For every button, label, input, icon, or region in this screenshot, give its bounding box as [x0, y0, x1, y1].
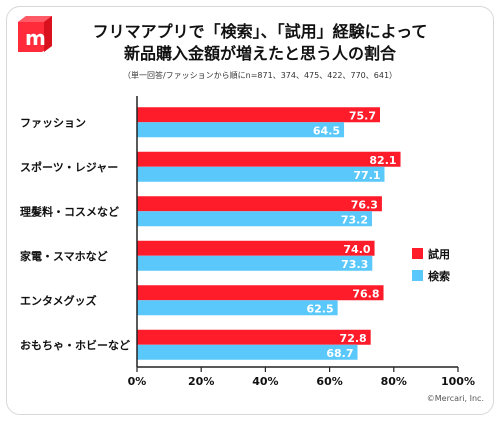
- data-label: 77.1: [353, 169, 380, 182]
- legend-label: 検索: [428, 269, 450, 283]
- bar-search: [137, 300, 338, 316]
- x-tick-label: 100%: [441, 375, 475, 388]
- chart-title-line-1: フリマアプリで「検索」、「試用」経験によって: [92, 22, 428, 41]
- bar-search: [137, 166, 385, 182]
- category-label: 家電・スマホなど: [20, 249, 108, 263]
- mercari-box-logo-icon: m: [18, 16, 52, 52]
- data-label: 68.7: [326, 347, 353, 360]
- category-label: 理髪料・コスメなど: [20, 204, 119, 218]
- bar-search: [137, 255, 373, 271]
- x-tick-label: 60%: [316, 375, 342, 388]
- bar-trial: [137, 151, 401, 167]
- x-tick-label: 40%: [252, 375, 278, 388]
- data-label: 76.3: [351, 198, 378, 211]
- chart-title-line-2: 新品購入金額が増えたと思う人の割合: [123, 44, 396, 63]
- bar-trial: [137, 285, 384, 301]
- data-label: 73.3: [341, 258, 368, 271]
- chart-subtitle: （単一回答/ファッションから順にn=871、374、475、422、770、64…: [122, 71, 398, 80]
- legend-swatch-search: [412, 270, 423, 281]
- bar-trial: [137, 240, 375, 256]
- category-label: エンタメグッズ: [20, 293, 97, 307]
- data-label: 76.8: [352, 287, 379, 300]
- copyright-credit: ©Mercari, Inc.: [426, 394, 484, 403]
- bar-search: [137, 344, 358, 360]
- data-label: 62.5: [306, 302, 333, 315]
- bar-trial: [137, 107, 380, 123]
- category-label: ファッション: [20, 116, 86, 129]
- x-tick-label: 0%: [128, 375, 147, 388]
- data-label: 64.5: [313, 124, 340, 137]
- data-label: 72.8: [340, 332, 367, 345]
- bar-trial: [137, 329, 371, 345]
- svg-text:m: m: [25, 26, 46, 50]
- category-label: おもちゃ・ホビーなど: [20, 338, 130, 352]
- data-label: 73.2: [341, 213, 368, 226]
- bar-trial: [137, 196, 382, 212]
- x-tick-label: 80%: [381, 375, 407, 388]
- x-tick-label: 20%: [188, 375, 214, 388]
- category-label: スポーツ・レジャー: [20, 160, 118, 174]
- data-label: 75.7: [349, 109, 376, 122]
- legend-label: 試用: [428, 247, 450, 261]
- data-label: 74.0: [343, 243, 370, 256]
- legend-swatch-trial: [412, 248, 423, 259]
- bar-search: [137, 122, 345, 138]
- data-label: 82.1: [369, 154, 396, 167]
- bar-search: [137, 211, 372, 227]
